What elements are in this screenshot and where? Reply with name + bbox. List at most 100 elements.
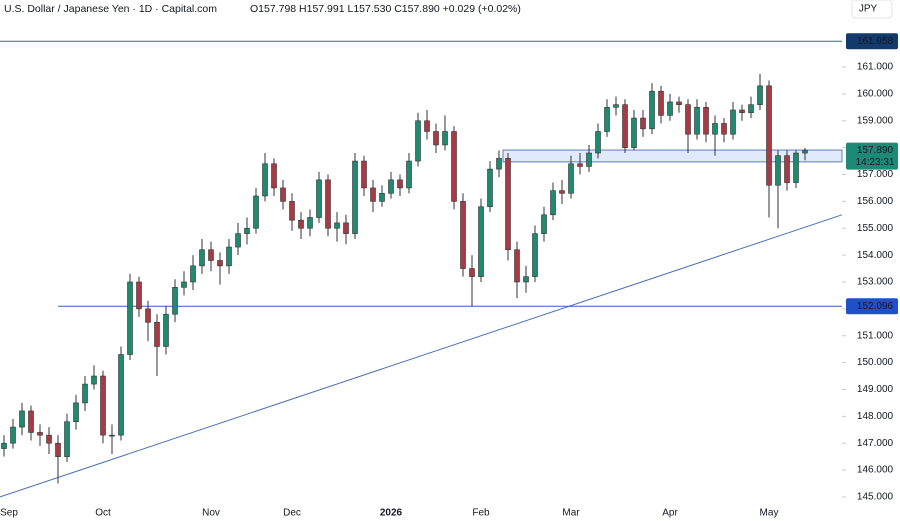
x-tick-label: Oct xyxy=(95,508,111,519)
candle-body xyxy=(64,421,70,457)
currency-box xyxy=(851,0,893,19)
x-tick-label: 2026 xyxy=(380,508,403,519)
y-tick-label: 145.000 xyxy=(857,492,894,503)
candle-body xyxy=(793,152,799,183)
candle-body xyxy=(766,85,772,186)
candle-body xyxy=(91,375,97,385)
current-price: 157.890 xyxy=(857,145,894,156)
y-tick-label: 147.000 xyxy=(857,438,894,449)
resistance-label-box xyxy=(846,33,898,50)
trendline xyxy=(0,214,843,498)
candle-body xyxy=(541,214,547,234)
candle-body xyxy=(127,281,133,355)
candle-body xyxy=(226,246,232,267)
candle-body xyxy=(703,107,709,135)
candle-body xyxy=(118,354,124,436)
candle-body xyxy=(424,120,430,132)
candle-body xyxy=(109,434,115,437)
candle-body xyxy=(784,155,790,183)
candle-body xyxy=(442,131,448,146)
candle-body xyxy=(163,313,169,347)
candle-body xyxy=(568,163,574,194)
currency: JPY xyxy=(859,4,878,15)
y-tick-label: 160.000 xyxy=(857,89,894,100)
candle-body xyxy=(685,104,691,135)
candle-body xyxy=(667,101,673,116)
y-tick-label: 148.000 xyxy=(857,411,894,422)
candle-body xyxy=(136,281,142,310)
candle-body xyxy=(46,434,52,444)
countdown: 14:23:31 xyxy=(856,157,895,168)
candle-body xyxy=(676,101,682,105)
candle-body xyxy=(775,155,781,186)
candle-body xyxy=(631,117,637,148)
candle-body xyxy=(739,109,745,114)
candle-body xyxy=(532,233,538,277)
candle-body xyxy=(595,131,601,154)
ohlc-readout: O157.798 H157.991 L157.530 C157.890 +0.0… xyxy=(250,3,521,15)
candle-body xyxy=(280,187,286,202)
candle-body xyxy=(298,219,304,229)
candle-body xyxy=(550,190,556,216)
x-tick-label: Apr xyxy=(662,508,678,519)
candle-body xyxy=(73,402,79,423)
y-tick-label: 156.000 xyxy=(857,196,894,207)
candle-body xyxy=(802,150,808,154)
candle-body xyxy=(271,163,277,189)
y-tick-label: 151.000 xyxy=(857,330,894,341)
candle-body xyxy=(478,206,484,277)
candle-body xyxy=(154,321,160,347)
candle-body xyxy=(307,217,313,229)
candle-body xyxy=(415,120,421,162)
candle-body xyxy=(10,426,16,444)
x-tick-label: Sep xyxy=(0,508,18,519)
candle-body xyxy=(172,287,178,315)
y-tick-label: 155.000 xyxy=(857,223,894,234)
candle-body xyxy=(712,123,718,135)
candle-body xyxy=(622,104,628,148)
candle-body xyxy=(505,158,511,251)
candle-body xyxy=(586,152,592,167)
candle-body xyxy=(397,179,403,189)
chart-title: U.S. Dollar / Japanese Yen · 1D · Capita… xyxy=(4,3,217,15)
candle-body xyxy=(217,260,223,267)
candle-body xyxy=(262,163,268,197)
price-zone xyxy=(502,149,843,163)
candle-body xyxy=(244,227,250,234)
candle-body xyxy=(145,308,151,323)
candle-body xyxy=(748,104,754,114)
x-tick-label: Mar xyxy=(562,508,580,519)
candle-body xyxy=(451,131,457,202)
y-tick-label: 150.000 xyxy=(857,357,894,368)
candle-body xyxy=(640,117,646,130)
candle-body xyxy=(208,249,214,261)
candle-body xyxy=(82,383,88,404)
y-tick-label: 154.000 xyxy=(857,250,894,261)
candle-body xyxy=(199,249,205,267)
candle-body xyxy=(577,163,583,167)
candle-body xyxy=(514,249,520,283)
candle-body xyxy=(523,276,529,283)
candle-body xyxy=(370,187,376,202)
candle-body xyxy=(757,85,763,105)
candle-body xyxy=(406,160,412,189)
candle-body xyxy=(604,107,610,132)
candle-body xyxy=(190,265,196,283)
candle-body xyxy=(460,201,466,269)
candle-body xyxy=(469,268,475,277)
candle-body xyxy=(613,104,619,108)
candle-body xyxy=(433,131,439,146)
support-label-box xyxy=(846,298,898,315)
candle-body xyxy=(37,432,43,436)
candle-body xyxy=(316,179,322,218)
candle-body xyxy=(55,442,61,457)
candle-body xyxy=(730,109,736,135)
candle-body xyxy=(379,193,385,202)
candle-body xyxy=(253,195,259,229)
candle-body xyxy=(334,222,340,229)
y-tick-label: 153.000 xyxy=(857,277,894,288)
y-tick-label: 157.000 xyxy=(857,169,894,180)
candle-body xyxy=(649,90,655,130)
